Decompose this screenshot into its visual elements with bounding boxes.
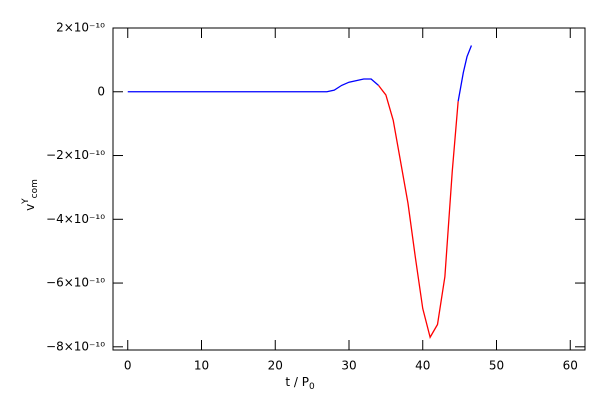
data-line [377,84,459,339]
y-label-sup: Y [21,198,31,205]
x-label-sub: 0 [309,382,315,392]
y-tick-label: −6×10⁻¹⁰ [46,276,105,290]
y-tick-label: 2×10⁻¹⁰ [56,21,105,35]
x-tick-label: 50 [489,359,504,373]
x-tick-label: 40 [415,359,430,373]
plot-frame [112,27,586,351]
x-tick-label: 20 [268,359,283,373]
y-label-base: v [23,204,37,211]
x-tick-label: 10 [194,359,209,373]
y-tick-label: −8×10⁻¹⁰ [46,339,105,353]
x-tick-label: 30 [341,359,356,373]
y-tick-label: −2×10⁻¹⁰ [46,148,105,162]
y-axis-label: vYcom [21,179,40,211]
y-tick-label: 0 [97,84,105,98]
x-tick-label: 60 [563,359,578,373]
data-line [127,45,473,102]
x-tick-label: 0 [124,359,132,373]
y-tick-label: −4×10⁻¹⁰ [46,212,105,226]
x-label-base: t / P [285,375,309,389]
y-label-sub: com [30,179,40,198]
x-axis-label: t / P0 [285,375,315,392]
